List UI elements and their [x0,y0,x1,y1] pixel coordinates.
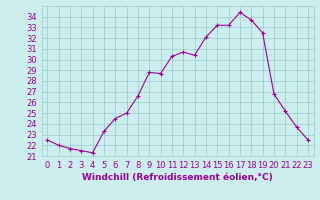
X-axis label: Windchill (Refroidissement éolien,°C): Windchill (Refroidissement éolien,°C) [82,173,273,182]
